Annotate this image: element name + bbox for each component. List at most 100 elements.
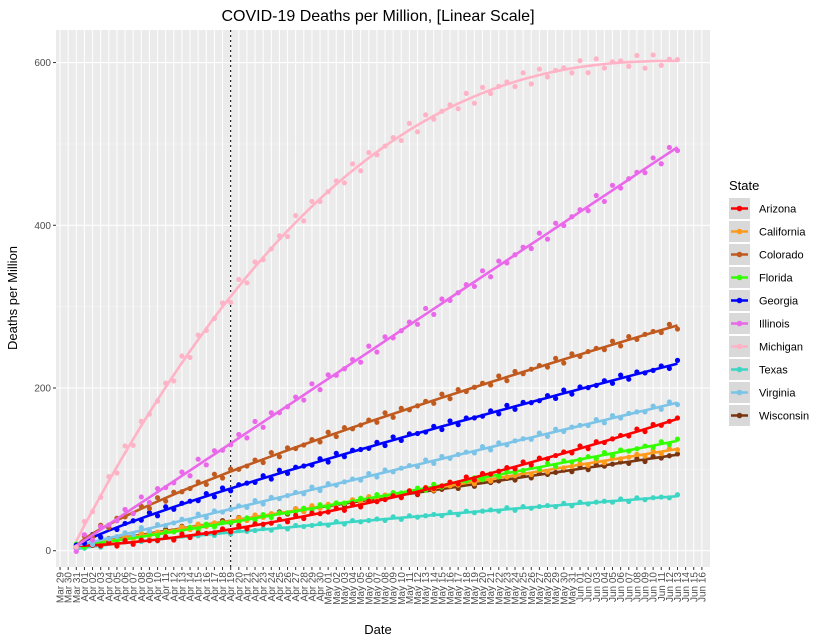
data-point <box>163 534 169 540</box>
data-point <box>366 470 372 477</box>
data-point <box>179 353 185 359</box>
data-point <box>317 487 323 494</box>
data-point <box>488 274 494 280</box>
data-point <box>561 465 567 471</box>
data-point <box>650 328 656 335</box>
series-virginia <box>73 399 681 551</box>
data-point <box>666 453 672 459</box>
data-point <box>244 480 250 486</box>
data-point <box>195 479 201 485</box>
data-point <box>301 523 307 530</box>
data-point <box>276 410 283 416</box>
data-point <box>325 481 331 487</box>
data-point <box>536 362 542 369</box>
data-point <box>154 513 161 519</box>
data-point <box>195 498 201 504</box>
data-point <box>488 507 494 513</box>
data-point <box>626 63 632 69</box>
data-point <box>553 504 559 510</box>
data-point <box>569 351 575 357</box>
data-point <box>325 189 331 195</box>
data-point <box>626 460 632 466</box>
x-tick-label: Jun 14 <box>681 572 692 602</box>
data-point <box>496 373 502 379</box>
data-point <box>333 505 339 511</box>
data-point <box>423 112 429 118</box>
x-tick-label: Jun 12 <box>665 572 676 602</box>
data-point <box>609 452 616 459</box>
data-point <box>317 511 323 517</box>
data-point <box>268 449 274 456</box>
series-florida <box>73 436 681 550</box>
data-point <box>211 448 218 454</box>
data-point <box>658 455 664 461</box>
x-tick-label: Jun 07 <box>624 572 635 602</box>
data-point <box>674 436 681 442</box>
legend-label: Wisconsin <box>759 411 809 423</box>
data-point <box>626 376 632 382</box>
data-point <box>618 58 624 64</box>
data-point <box>618 447 624 453</box>
data-point <box>244 504 250 511</box>
data-point <box>236 519 242 525</box>
data-point <box>195 332 201 338</box>
x-tick-label: Apr 17 <box>210 572 221 602</box>
data-point <box>293 522 299 529</box>
data-point <box>154 521 161 528</box>
data-point <box>585 501 591 507</box>
data-point <box>211 471 218 477</box>
data-point <box>268 514 274 520</box>
legend-label: Colorado <box>759 250 804 262</box>
x-tick-label: May 16 <box>446 572 457 605</box>
data-point <box>585 422 591 429</box>
data-point <box>293 489 299 495</box>
data-point <box>114 470 120 476</box>
data-point <box>650 421 656 428</box>
data-point <box>585 454 591 460</box>
data-point <box>98 543 104 549</box>
x-tick-label: Apr 26 <box>283 572 294 602</box>
data-point <box>431 423 437 429</box>
x-tick-label: May 07 <box>372 572 383 605</box>
data-point <box>146 510 153 516</box>
data-point <box>366 417 372 423</box>
legend-key-point <box>736 274 743 281</box>
data-point <box>293 512 299 518</box>
data-point <box>488 408 494 414</box>
data-point <box>634 495 640 501</box>
data-point <box>374 419 380 425</box>
data-point <box>447 102 453 108</box>
x-tick-label: May 20 <box>478 572 489 605</box>
data-point <box>536 430 542 436</box>
data-point <box>228 442 234 448</box>
data-point <box>496 468 502 474</box>
x-tick-label: Jun 11 <box>657 572 668 602</box>
data-point <box>471 450 477 456</box>
x-tick-label: Apr 15 <box>194 572 205 602</box>
data-point <box>358 504 364 510</box>
data-point <box>593 192 599 199</box>
data-point <box>358 477 364 483</box>
x-tick-label: May 18 <box>462 572 473 605</box>
data-point <box>333 482 339 488</box>
data-point <box>333 178 339 184</box>
data-point <box>479 413 486 419</box>
x-tick-label: Apr 10 <box>153 572 164 602</box>
data-point <box>666 418 672 424</box>
legend-label: Georgia <box>759 296 799 308</box>
data-point <box>301 491 307 497</box>
x-tick-label: Apr 30 <box>316 572 327 602</box>
data-point <box>569 214 575 220</box>
data-point <box>382 442 388 449</box>
data-point <box>496 508 502 514</box>
data-point <box>228 488 234 494</box>
data-point <box>455 290 461 296</box>
data-point <box>626 454 632 460</box>
data-point <box>349 501 356 507</box>
data-point <box>577 384 583 390</box>
data-point <box>301 442 307 448</box>
data-point <box>366 445 372 451</box>
data-point <box>219 519 226 526</box>
plot-background <box>56 30 710 567</box>
data-point <box>341 479 348 485</box>
